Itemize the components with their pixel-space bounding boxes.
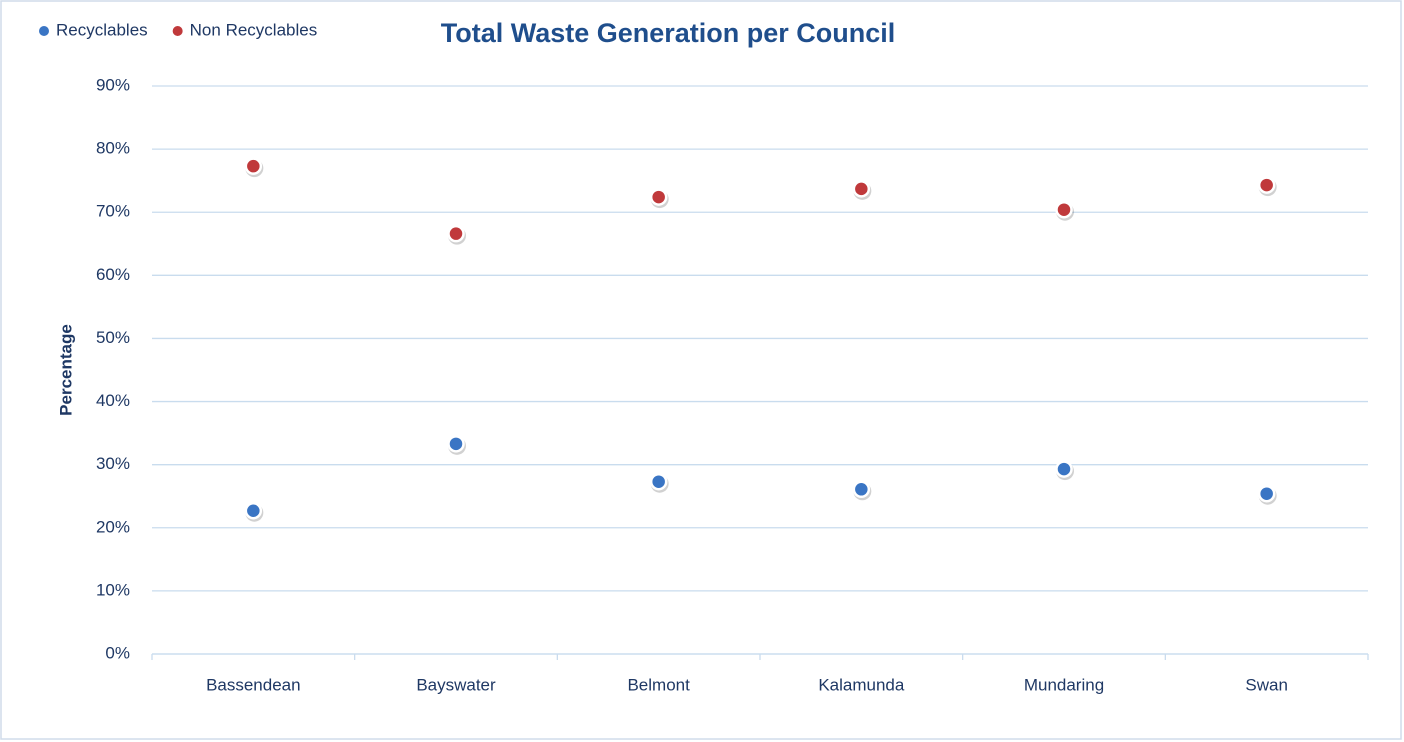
point bbox=[852, 180, 871, 198]
point bbox=[447, 435, 465, 453]
point bbox=[1257, 484, 1276, 503]
x-tick-label: Kalamunda bbox=[818, 675, 905, 694]
legend-label: Non Recyclables bbox=[190, 20, 318, 39]
x-tick-label: Belmont bbox=[627, 675, 690, 694]
point bbox=[244, 501, 263, 520]
chart-title: Total Waste Generation per Council bbox=[441, 18, 896, 48]
y-axis-label: Percentage bbox=[56, 324, 75, 416]
y-tick-label: 90% bbox=[96, 75, 130, 94]
y-tick-label: 30% bbox=[96, 454, 130, 473]
y-tick-label: 40% bbox=[96, 391, 130, 410]
legend-marker bbox=[172, 26, 183, 36]
point bbox=[1257, 176, 1276, 194]
x-tick-label: Bayswater bbox=[416, 675, 496, 694]
x-tick-label: Mundaring bbox=[1024, 675, 1104, 694]
point bbox=[244, 157, 263, 175]
point bbox=[649, 188, 668, 206]
point bbox=[447, 224, 465, 243]
y-tick-label: 60% bbox=[96, 265, 130, 284]
legend-label: Recyclables bbox=[56, 20, 148, 39]
point bbox=[1055, 460, 1073, 478]
y-tick-label: 0% bbox=[105, 643, 130, 662]
point bbox=[1055, 200, 1073, 219]
y-tick-label: 70% bbox=[96, 202, 130, 221]
point bbox=[852, 480, 871, 499]
y-tick-label: 20% bbox=[96, 517, 130, 536]
legend-marker bbox=[39, 26, 49, 36]
y-tick-label: 80% bbox=[96, 139, 130, 158]
y-tick-label: 50% bbox=[96, 328, 130, 347]
point bbox=[649, 472, 668, 491]
x-tick-label: Swan bbox=[1245, 675, 1288, 694]
y-tick-label: 10% bbox=[96, 580, 130, 599]
x-tick-label: Bassendean bbox=[206, 675, 301, 694]
